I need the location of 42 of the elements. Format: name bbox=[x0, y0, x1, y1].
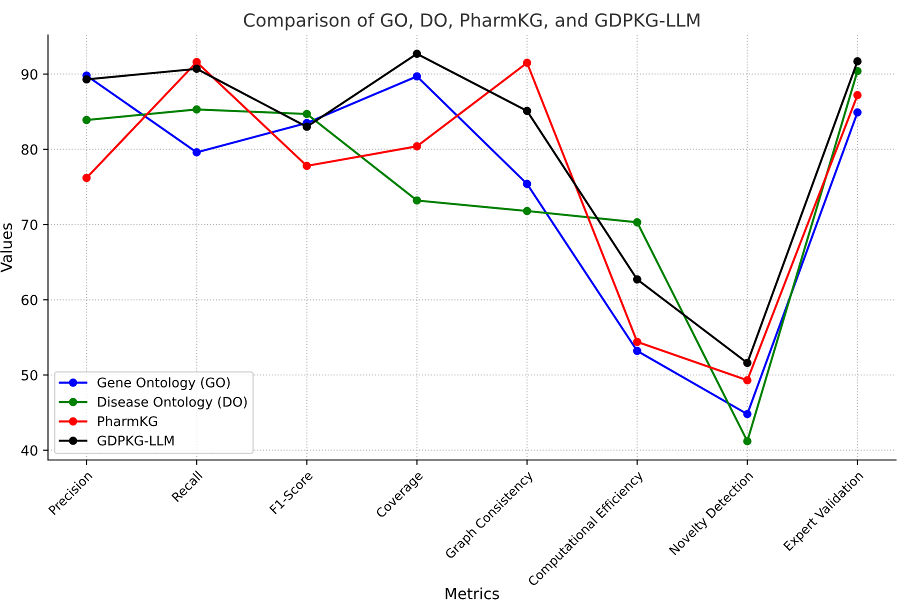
point bbox=[522, 180, 532, 188]
point bbox=[633, 275, 642, 284]
point bbox=[192, 58, 201, 66]
point bbox=[82, 116, 91, 124]
legend-label: Disease Ontology (DO) bbox=[98, 396, 247, 410]
y-tick-label: 90 bbox=[21, 69, 38, 80]
y-tick-label: 60 bbox=[22, 294, 38, 306]
x-axis-title: Metrics bbox=[446, 588, 499, 600]
legend-label: GDPKG-LLM bbox=[98, 436, 174, 446]
point bbox=[412, 196, 422, 205]
legend-label: PharmKG bbox=[98, 416, 158, 426]
point bbox=[853, 57, 862, 66]
point bbox=[743, 410, 752, 418]
point bbox=[853, 91, 862, 100]
point bbox=[302, 110, 311, 118]
point bbox=[192, 64, 201, 74]
point bbox=[192, 105, 201, 114]
point bbox=[633, 346, 642, 356]
point bbox=[522, 206, 532, 216]
legend-label: Gene Ontology (GO) bbox=[98, 377, 230, 390]
point bbox=[412, 72, 422, 81]
y-axis-title: Values bbox=[0, 223, 12, 272]
point bbox=[743, 437, 752, 446]
point bbox=[743, 358, 752, 368]
point bbox=[743, 376, 752, 384]
point bbox=[302, 162, 311, 170]
point bbox=[412, 50, 422, 58]
y-tick-label: 50 bbox=[22, 370, 38, 380]
y-tick-label: 80 bbox=[22, 144, 38, 155]
point bbox=[82, 75, 91, 84]
y-tick-label: 40 bbox=[21, 445, 38, 456]
point bbox=[522, 106, 532, 116]
y-tick-label: 70 bbox=[22, 220, 38, 230]
chart-title: Comparison of GO, DO, PharmKG, and GDPKG-LLM bbox=[244, 12, 700, 30]
point bbox=[302, 122, 311, 131]
point bbox=[522, 58, 532, 67]
point bbox=[633, 338, 642, 346]
point bbox=[82, 174, 91, 182]
point bbox=[192, 148, 201, 157]
point bbox=[412, 142, 422, 150]
point bbox=[853, 108, 862, 117]
point bbox=[633, 218, 642, 226]
